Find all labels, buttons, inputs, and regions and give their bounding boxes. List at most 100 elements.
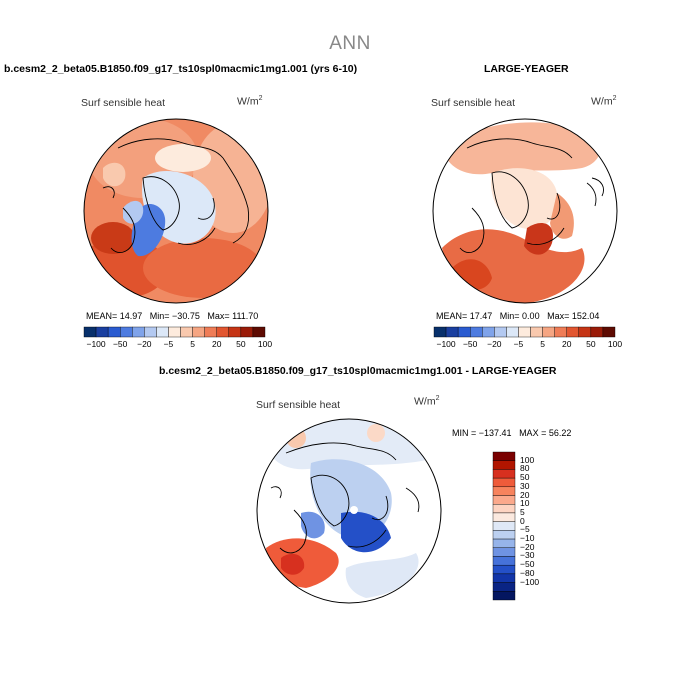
colorbar-tick-label: −50 xyxy=(112,339,128,349)
colorbar-tick-label: 20 xyxy=(561,339,572,349)
colorbar-swatch xyxy=(492,486,516,496)
colorbar-swatch xyxy=(492,591,516,601)
colorbar-swatch xyxy=(492,547,516,557)
colorbar-tick-label: 20 xyxy=(211,339,222,349)
diff-polar-map xyxy=(256,418,442,604)
left-max: Max= 111.70 xyxy=(207,311,259,321)
colorbar-tick-label: 100 xyxy=(520,454,535,465)
colorbar-tick-label: 30 xyxy=(520,480,530,491)
colorbar-swatch xyxy=(168,326,181,338)
colorbar-swatch xyxy=(506,326,519,338)
colorbar-swatch xyxy=(240,326,254,338)
colorbar-swatch xyxy=(518,326,531,338)
colorbar-swatch xyxy=(492,538,516,548)
colorbar-swatch xyxy=(492,582,516,592)
colorbar-tick-label: −30 xyxy=(520,550,535,561)
right-max: Max= 152.04 xyxy=(547,311,600,321)
colorbar-swatch xyxy=(492,460,516,470)
left-colorbar xyxy=(83,326,266,338)
colorbar-swatch xyxy=(457,326,471,338)
colorbar-tick-label: −20 xyxy=(520,541,535,552)
right-mean: MEAN= 17.47 xyxy=(436,311,493,321)
diff-colorbar-labels: 100 80 50 30 20 10 5 0 −5 −10 −20 −30 −50 −80 −100 xyxy=(520,452,560,600)
colorbar-tick-label: 80 xyxy=(520,463,530,474)
left-min: Min= −30.75 xyxy=(149,311,200,321)
diff-colorbar xyxy=(492,451,516,601)
colorbar-swatch xyxy=(492,530,516,540)
colorbar-swatch xyxy=(530,326,543,338)
colorbar-swatch xyxy=(494,326,507,338)
right-colorbar xyxy=(433,326,616,338)
colorbar-swatch xyxy=(107,326,121,338)
colorbar-tick-label: 50 xyxy=(586,339,596,349)
left-polar-map xyxy=(83,118,269,304)
right-variable-label: Surf sensible heat xyxy=(431,97,516,109)
figure-title: ANN xyxy=(329,33,371,54)
colorbar-tick-label: −20 xyxy=(137,339,152,349)
right-panel-title: LARGE-YEAGER xyxy=(484,63,569,75)
colorbar-swatch xyxy=(204,326,217,338)
left-units-label: W/m2 xyxy=(237,95,263,108)
colorbar-swatch xyxy=(492,477,516,488)
colorbar-swatch xyxy=(83,326,97,338)
colorbar-swatch xyxy=(156,326,169,338)
colorbar-swatch xyxy=(492,512,516,522)
colorbar-swatch xyxy=(120,326,133,338)
colorbar-swatch xyxy=(566,326,580,338)
colorbar-swatch xyxy=(95,326,109,338)
colorbar-swatch xyxy=(482,326,495,338)
colorbar-tick-label: 100 xyxy=(257,339,273,349)
colorbar-tick-label: −100 xyxy=(520,576,540,587)
colorbar-swatch xyxy=(144,326,157,338)
colorbar-tick-label: 50 xyxy=(236,339,246,349)
diff-stats: MIN = −137.41 MAX = 56.22 xyxy=(452,428,571,438)
right-stats: MEAN= 17.47 Min= 0.00 Max= 152.04 xyxy=(436,311,599,321)
colorbar-tick-label: 100 xyxy=(607,339,623,349)
right-units-label: W/m2 xyxy=(591,95,617,108)
colorbar-swatch xyxy=(542,326,555,338)
left-panel-title: b.cesm2_2_beta05.B1850.f09_g17_ts10spl0m… xyxy=(4,63,358,75)
colorbar-swatch xyxy=(492,495,516,505)
diff-panel-title: b.cesm2_2_beta05.B1850.f09_g17_ts10spl0m… xyxy=(159,365,557,377)
colorbar-swatch xyxy=(492,451,516,461)
left-colorbar-labels: −100 −50 −20 −5 5 20 50 100 xyxy=(84,339,272,351)
diff-max: MAX = 56.22 xyxy=(519,428,572,438)
diff-units-label: W/m2 xyxy=(414,395,440,408)
colorbar-tick-label: −80 xyxy=(520,567,535,578)
colorbar-swatch xyxy=(433,326,447,338)
right-colorbar-labels: −100 −50 −20 −5 5 20 50 100 xyxy=(434,339,622,351)
colorbar-swatch xyxy=(132,326,145,338)
colorbar-tick-label: 5 xyxy=(190,339,195,349)
colorbar-swatch xyxy=(192,326,205,338)
colorbar-swatch xyxy=(492,504,516,514)
colorbar-tick-label: −50 xyxy=(520,559,535,570)
left-variable-label: Surf sensible heat xyxy=(81,97,166,109)
colorbar-tick-label: −100 xyxy=(86,339,106,349)
colorbar-swatch xyxy=(602,326,616,338)
colorbar-tick-label: 0 xyxy=(520,515,525,526)
diff-min: MIN = −137.41 xyxy=(452,428,512,438)
colorbar-swatch xyxy=(492,564,516,575)
colorbar-swatch xyxy=(492,556,516,566)
diff-variable-label: Surf sensible heat xyxy=(256,399,341,411)
colorbar-swatch xyxy=(554,326,567,338)
colorbar-swatch xyxy=(252,326,266,338)
colorbar-swatch xyxy=(470,326,483,338)
colorbar-tick-label: −5 xyxy=(163,339,174,349)
colorbar-tick-label: 50 xyxy=(520,472,530,483)
colorbar-tick-label: −10 xyxy=(520,533,535,544)
right-min: Min= 0.00 xyxy=(499,311,540,321)
colorbar-tick-label: 20 xyxy=(520,489,530,500)
colorbar-tick-label: −5 xyxy=(513,339,524,349)
colorbar-swatch xyxy=(492,573,516,583)
colorbar-swatch xyxy=(578,326,592,338)
colorbar-swatch xyxy=(590,326,604,338)
colorbar-tick-label: −5 xyxy=(520,524,530,535)
colorbar-swatch xyxy=(216,326,230,338)
colorbar-swatch xyxy=(492,521,516,531)
colorbar-swatch xyxy=(492,469,516,479)
colorbar-tick-label: −50 xyxy=(462,339,478,349)
colorbar-swatch xyxy=(180,326,193,338)
colorbar-tick-label: −20 xyxy=(487,339,502,349)
colorbar-tick-label: 10 xyxy=(520,498,530,509)
